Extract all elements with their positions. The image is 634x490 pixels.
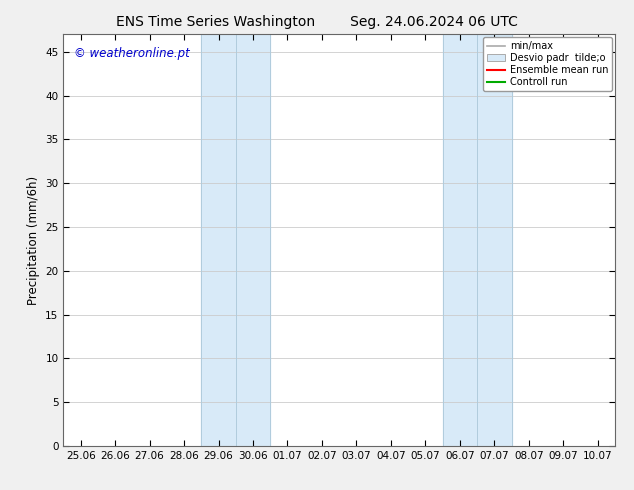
Text: ENS Time Series Washington        Seg. 24.06.2024 06 UTC: ENS Time Series Washington Seg. 24.06.20… — [116, 15, 518, 29]
Bar — [202, 34, 270, 446]
Bar — [443, 34, 512, 446]
Y-axis label: Precipitation (mm/6h): Precipitation (mm/6h) — [27, 175, 40, 305]
Text: © weatheronline.pt: © weatheronline.pt — [74, 47, 190, 60]
Legend: min/max, Desvio padr  tilde;o, Ensemble mean run, Controll run: min/max, Desvio padr tilde;o, Ensemble m… — [483, 37, 612, 91]
